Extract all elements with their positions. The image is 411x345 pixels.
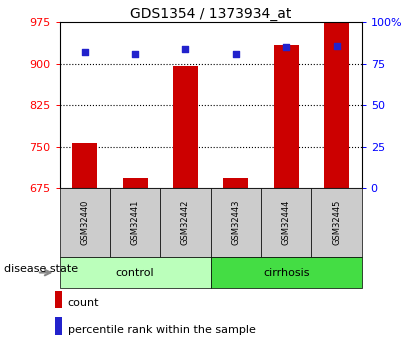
Bar <box>122 178 148 188</box>
Text: count: count <box>67 298 99 308</box>
Text: GSM32441: GSM32441 <box>131 200 140 245</box>
Bar <box>312 188 362 257</box>
Point <box>182 46 189 52</box>
Text: GSM32444: GSM32444 <box>282 200 291 245</box>
Point <box>233 51 239 57</box>
Bar <box>324 22 349 188</box>
Text: percentile rank within the sample: percentile rank within the sample <box>67 325 255 335</box>
Bar <box>60 257 211 288</box>
Text: control: control <box>116 268 155 277</box>
Text: GSM32442: GSM32442 <box>181 200 190 245</box>
Bar <box>210 257 362 288</box>
Bar <box>72 143 97 188</box>
Title: GDS1354 / 1373934_at: GDS1354 / 1373934_at <box>130 7 291 21</box>
Bar <box>60 188 110 257</box>
Point <box>81 49 88 55</box>
Bar <box>173 66 198 188</box>
Text: GSM32440: GSM32440 <box>80 200 89 245</box>
Text: GSM32443: GSM32443 <box>231 200 240 245</box>
Point <box>132 51 139 57</box>
Bar <box>55 291 62 308</box>
Bar <box>110 188 160 257</box>
Text: cirrhosis: cirrhosis <box>263 268 309 277</box>
Bar <box>223 178 248 188</box>
Point <box>283 45 289 50</box>
Bar <box>210 188 261 257</box>
Bar <box>160 188 210 257</box>
Point <box>333 43 340 48</box>
Text: GSM32445: GSM32445 <box>332 200 341 245</box>
Bar <box>274 45 299 188</box>
Text: disease state: disease state <box>4 264 78 274</box>
Bar <box>261 188 312 257</box>
Bar <box>55 317 62 335</box>
